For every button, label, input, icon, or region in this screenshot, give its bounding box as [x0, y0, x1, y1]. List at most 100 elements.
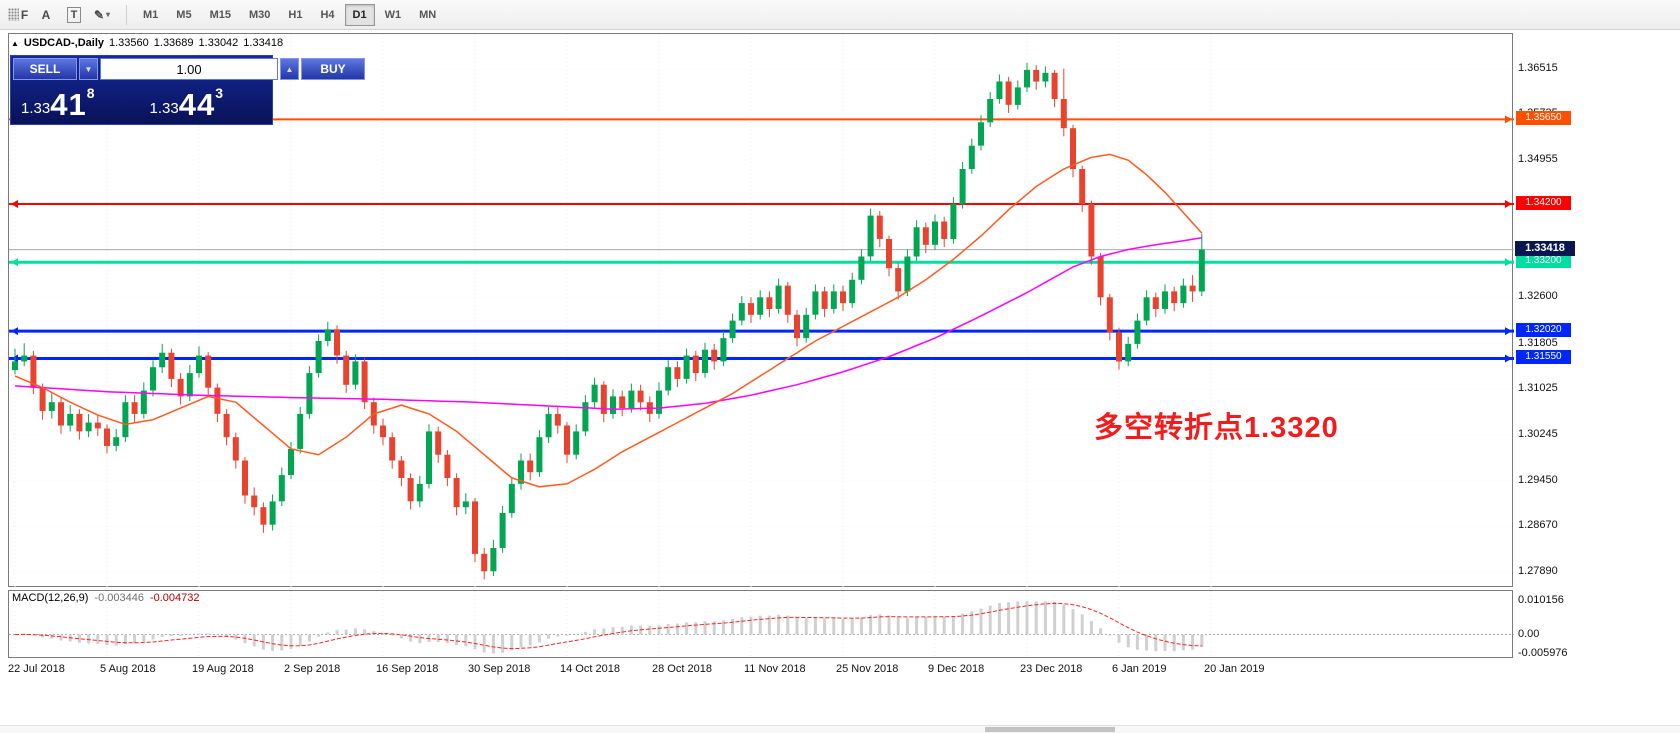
candle-body [334, 329, 340, 356]
candle-body [324, 329, 331, 341]
letter-a-icon: A [41, 7, 51, 22]
time-axis-label: 20 Jan 2019 [1204, 663, 1265, 675]
candle-body [1189, 285, 1196, 292]
timeframe-button-m5[interactable]: M5 [168, 4, 199, 26]
volume-input[interactable] [100, 58, 278, 80]
candle-body [950, 204, 957, 239]
candle-body [766, 297, 773, 309]
time-axis-label: 2 Sep 2018 [284, 663, 341, 675]
candle-body [1042, 72, 1049, 82]
volume-increase-button[interactable]: ▲ [280, 58, 299, 80]
buy-button[interactable]: BUY [301, 58, 365, 80]
candle-body [297, 413, 304, 449]
candle-body [122, 402, 129, 438]
candle-body [1134, 320, 1141, 344]
chart-title: ▲ USDCAD-,Daily 1.33560 1.33689 1.33042 … [11, 37, 283, 49]
candle-body [886, 239, 892, 269]
candle-body [978, 122, 984, 146]
ohlc-close: 1.33418 [243, 37, 284, 49]
candle-body [610, 396, 616, 414]
candle-body [1024, 69, 1030, 88]
timeframe-button-w1[interactable]: W1 [377, 4, 410, 26]
text-box-tool-button[interactable]: T [62, 4, 86, 26]
chart-text-annotation[interactable]: 多空转折点1.3320 [1094, 412, 1339, 444]
chart-grid-tool-button[interactable]: F [6, 4, 30, 26]
candle-body [94, 422, 101, 429]
hline-right-marker [1505, 327, 1512, 336]
candle-body [380, 425, 386, 438]
candle-body [140, 390, 147, 414]
candle-body [85, 422, 92, 432]
hline-price-tag: 1.34200 [1516, 196, 1571, 210]
ohlc-low: 1.33042 [198, 37, 239, 49]
hline-price-tag: 1.31550 [1516, 350, 1571, 364]
candle-body [67, 413, 74, 426]
timeframe-button-m15[interactable]: M15 [202, 4, 239, 26]
drawing-tool-dropdown-button[interactable]: ✎ ▾ [90, 4, 114, 26]
candle-body [389, 437, 396, 461]
timeframe-button-h1[interactable]: H1 [280, 4, 310, 26]
candle-body [177, 378, 184, 397]
text-annotation-tool-button[interactable]: A [34, 4, 58, 26]
candle-body [1143, 297, 1150, 321]
time-axis-label: 19 Aug 2018 [192, 663, 254, 675]
timeframe-button-m1[interactable]: M1 [135, 4, 166, 26]
candle-body [315, 341, 322, 374]
chevron-down-icon: ▾ [106, 10, 111, 19]
dot-grid-icon [7, 8, 19, 21]
timeframe-button-h4[interactable]: H4 [312, 4, 342, 26]
horizontal-scrollbar-handle[interactable] [985, 727, 1115, 732]
collapse-arrow-icon[interactable]: ▲ [11, 38, 19, 48]
candle-body [628, 390, 635, 409]
timeframe-button-mn[interactable]: MN [411, 4, 444, 26]
candle-body [508, 483, 515, 514]
candle-body [278, 475, 285, 502]
candle-body [637, 390, 644, 403]
candle-body [232, 437, 239, 461]
candle-body [472, 501, 478, 554]
candle-body [288, 448, 294, 476]
macd-axis-label: -0.005976 [1518, 647, 1568, 659]
buy-price-display[interactable]: 1.33 44 3 [142, 80, 271, 122]
candle-body [922, 227, 929, 245]
candle-body [260, 507, 267, 525]
sell-price-display[interactable]: 1.33 41 8 [13, 80, 142, 122]
candle-body [738, 303, 745, 321]
ohlc-high: 1.33689 [153, 37, 194, 49]
horizontal-scrollbar-track[interactable] [0, 725, 1680, 733]
buy-price-pip-digit: 3 [215, 85, 223, 101]
sell-button[interactable]: SELL [13, 58, 77, 80]
candle-body [784, 285, 791, 315]
candle-body [757, 297, 764, 315]
hline-right-marker [1505, 115, 1512, 124]
candle-body [113, 437, 120, 446]
buy-price-main: 1.33 [149, 100, 179, 117]
candle-body [352, 361, 359, 385]
candle-body [242, 460, 248, 496]
candle-body [407, 478, 414, 502]
candle-body [1125, 343, 1132, 362]
candle-body [1180, 285, 1187, 304]
timeframe-button-d1[interactable]: D1 [344, 3, 375, 26]
candle-body [1106, 297, 1113, 333]
buy-price-big-digits: 44 [178, 87, 216, 122]
candle-body [720, 338, 727, 362]
candle-body [573, 431, 580, 455]
time-axis-label: 5 Aug 2018 [100, 663, 156, 675]
candle-body [104, 428, 110, 446]
current-bid-price-tag: 1.33418 [1515, 241, 1575, 256]
candle-body [58, 402, 64, 426]
candle-body [527, 460, 534, 473]
price-axis-label: 1.31805 [1518, 337, 1558, 349]
volume-dropdown-button[interactable]: ▼ [79, 58, 98, 80]
timeframe-button-m30[interactable]: M30 [241, 4, 278, 26]
candle-body [444, 454, 451, 478]
time-axis-label: 14 Oct 2018 [560, 663, 620, 675]
time-axis-label: 11 Nov 2018 [744, 663, 806, 675]
macd-signal-value: -0.004732 [149, 592, 200, 604]
sell-price-main: 1.33 [21, 100, 51, 117]
candle-body [1116, 332, 1122, 362]
time-axis-label: 30 Sep 2018 [468, 663, 531, 675]
price-axis-label: 1.30245 [1518, 428, 1558, 440]
